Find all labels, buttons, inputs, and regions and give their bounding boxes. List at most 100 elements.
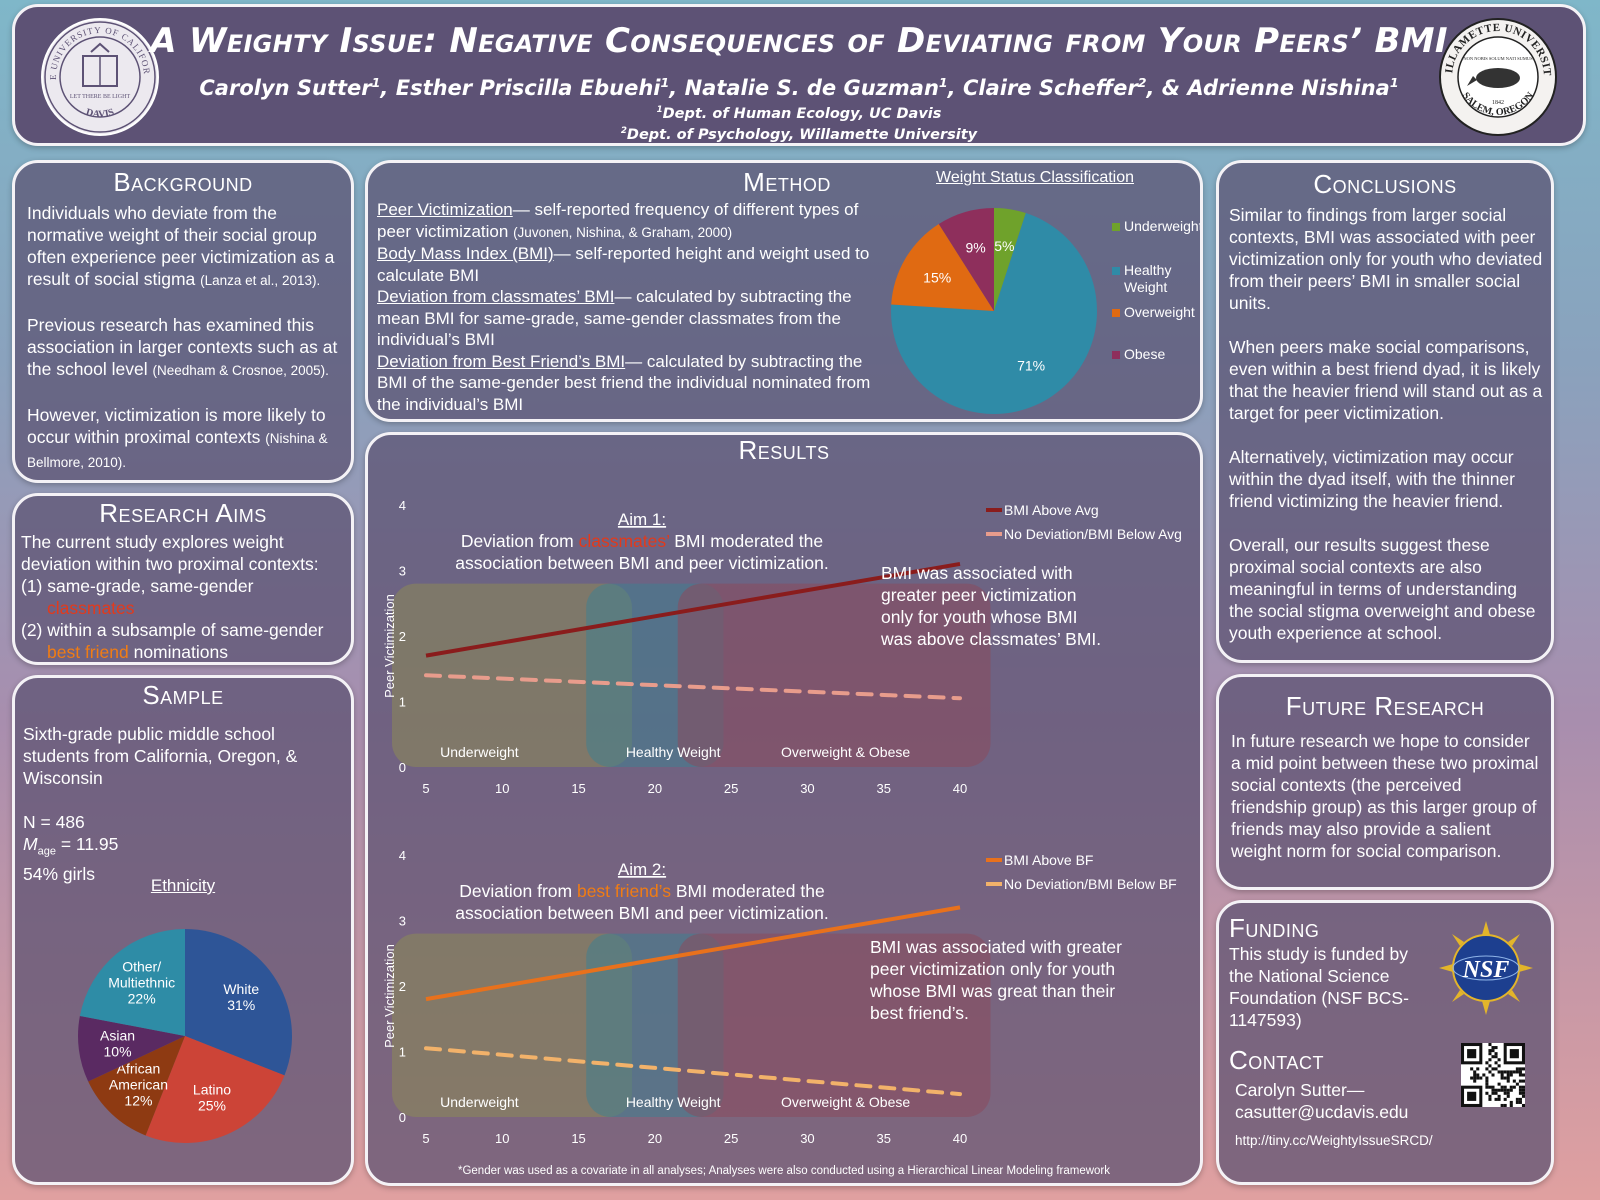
aim-description-line: Deviation from classmates’ BMI moderated… (461, 531, 823, 551)
pie-slice (79, 929, 185, 1036)
series-line (424, 1046, 962, 1097)
qr-module (1506, 1070, 1510, 1074)
qr-module (1497, 1070, 1501, 1074)
region-label: Overweight & Obese (781, 744, 910, 760)
y-tick-label: 3 (399, 564, 406, 579)
qr-module (1506, 1076, 1510, 1080)
qr-module (1494, 1067, 1498, 1071)
dept-2: 2Dept. of Psychology, Willamette Univers… (620, 126, 978, 143)
qr-module (1485, 1091, 1489, 1095)
qr-module (1512, 1079, 1516, 1083)
qr-module (1491, 1046, 1495, 1050)
qr-module (1494, 1091, 1498, 1095)
conclusions-p1: Similar to findings from larger social c… (1229, 205, 1543, 313)
sample-panel: Sample Sixth-grade public middle school … (12, 675, 354, 1185)
method-item: Deviation from Best Friend’s BMI— calcul… (377, 351, 871, 414)
sample-heading: Sample (142, 680, 224, 710)
qr-module (1503, 1070, 1507, 1074)
future-research-heading: Future Research (1285, 691, 1485, 721)
bmi-region (677, 583, 991, 767)
qr-module (1497, 1064, 1501, 1068)
pie-slice (88, 1036, 185, 1136)
x-tick-label: 10 (495, 1131, 509, 1146)
y-tick-label: 2 (399, 629, 406, 644)
contact-info: Carolyn Sutter— casutter@ucdavis.edu (1235, 1079, 1408, 1123)
qr-module (1479, 1076, 1483, 1080)
qr-module (1512, 1085, 1516, 1089)
qr-module (1521, 1094, 1525, 1098)
qr-module (1515, 1070, 1519, 1074)
qr-module (1518, 1091, 1522, 1095)
pie-label: Asian 10% (100, 1028, 135, 1060)
author-affiliation: 2 (1137, 75, 1147, 90)
qr-module (1515, 1082, 1519, 1086)
qr-finder (1467, 1049, 1477, 1059)
y-tick-label: 3 (399, 914, 406, 929)
background-panel: Background Individuals who deviate from … (12, 160, 354, 483)
pie-label: Latino 25% (193, 1081, 231, 1113)
header-banner: THE UNIVERSITY OF CALIFORNIA DAVIS LET T… (12, 4, 1586, 146)
author-name: Claire Scheffer (962, 76, 1138, 100)
weight-status-pie-chart: 5% 71% 15% 9% Underweight Healthy Weight Overwe… (891, 208, 1200, 414)
x-tick-label: 35 (876, 1131, 890, 1146)
qr-module (1476, 1073, 1480, 1077)
background-p1: Individuals who deviate from the normati… (27, 203, 335, 289)
x-tick-label: 5 (422, 1131, 429, 1146)
x-tick-label: 20 (648, 781, 662, 796)
x-tick-label: 20 (648, 1131, 662, 1146)
contact-url-link[interactable]: http://tiny.cc/WeightyIssueSRCD/ (1235, 1133, 1433, 1148)
region-label: Healthy Weight (626, 744, 721, 760)
qr-code-icon[interactable] (1461, 1043, 1525, 1107)
aim-description-line: association between BMI and peer victimi… (455, 553, 829, 573)
qr-module (1485, 1067, 1489, 1071)
qr-module (1491, 1085, 1495, 1089)
uc-davis-seal-icon: THE UNIVERSITY OF CALIFORNIA DAVIS LET T… (39, 16, 159, 136)
qr-module (1518, 1070, 1522, 1074)
qr-module (1518, 1088, 1522, 1092)
x-axis-label: Body Mass Index (BMI) (620, 804, 766, 805)
x-tick-label: 25 (724, 1131, 738, 1146)
weight-status-title: Weight Status Classification (936, 169, 1135, 186)
qr-module (1488, 1052, 1492, 1056)
y-tick-label: 1 (399, 1045, 406, 1060)
bmi-region (392, 933, 632, 1117)
legend-label: Healthy Weight (1124, 262, 1171, 295)
legend-label: BMI Above BF (1004, 852, 1093, 868)
qr-module (1494, 1097, 1498, 1101)
qr-module (1521, 1067, 1525, 1071)
funding-contact-panel: Funding This study is funded by the Nati… (1216, 900, 1554, 1185)
conclusions-p4: Overall, our results suggest these proxi… (1229, 535, 1536, 643)
qr-module (1494, 1052, 1498, 1056)
aims-item-2: (2) within a subsample of same-gender bes… (21, 620, 324, 662)
pie-label: Other/Multiethnic 22% (108, 959, 175, 1007)
ethnicity-title: Ethnicity (150, 876, 216, 895)
qr-module (1491, 1088, 1495, 1092)
qr-module (1506, 1079, 1510, 1083)
qr-module (1503, 1091, 1507, 1095)
uc-seal-bottom-text: DAVIS (85, 107, 116, 121)
pie-slice (145, 1036, 285, 1143)
series-line (424, 673, 962, 701)
author-name: Natalie S. de Guzman (684, 76, 939, 100)
contact-email[interactable]: casutter@ucdavis.edu (1235, 1102, 1409, 1122)
qr-module (1509, 1085, 1513, 1089)
willamette-seal-motto: NON NOBIS SOLUM NATI SUMUS (1463, 56, 1533, 61)
author-affiliation: 1 (371, 75, 381, 90)
aims-item-1: (1) same-grade, same-gender classmates (21, 576, 254, 618)
qr-module (1521, 1103, 1525, 1107)
qr-module (1509, 1100, 1513, 1104)
nsf-logo-text: NSF (1462, 957, 1510, 983)
region-label: Underweight (440, 744, 519, 760)
qr-module (1485, 1082, 1489, 1086)
qr-module (1488, 1085, 1492, 1089)
qr-module (1473, 1076, 1477, 1080)
contact-heading: Contact (1229, 1045, 1324, 1075)
future-research-panel: Future Research In future research we ho… (1216, 674, 1554, 890)
background-p2: Previous research has examined this asso… (27, 315, 338, 379)
method-item: Deviation from classmates’ BMI— calculat… (377, 287, 852, 349)
qr-module (1488, 1070, 1492, 1074)
qr-module (1491, 1073, 1495, 1077)
research-aims-heading: Research Aims (99, 498, 267, 528)
qr-module (1506, 1094, 1510, 1098)
qr-module (1515, 1067, 1519, 1071)
